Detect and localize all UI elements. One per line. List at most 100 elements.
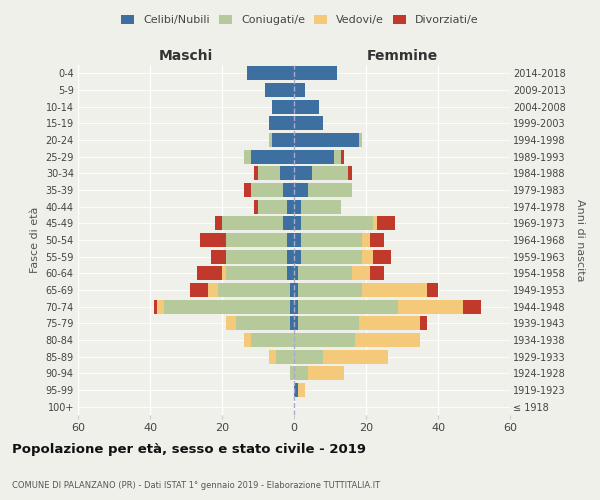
- Bar: [290, 283, 294, 297]
- Bar: [154, 300, 157, 314]
- Bar: [226, 233, 287, 247]
- Bar: [362, 283, 427, 297]
- Bar: [272, 133, 294, 147]
- Bar: [301, 250, 362, 264]
- Bar: [208, 283, 218, 297]
- Bar: [323, 350, 388, 364]
- Bar: [301, 233, 362, 247]
- Bar: [244, 333, 251, 347]
- Bar: [276, 350, 294, 364]
- Bar: [251, 333, 294, 347]
- Legend: Celibi/Nubili, Coniugati/e, Vedovi/e, Divorziati/e: Celibi/Nubili, Coniugati/e, Vedovi/e, Di…: [117, 10, 483, 30]
- Bar: [294, 116, 323, 130]
- Bar: [283, 183, 294, 197]
- Bar: [294, 166, 312, 180]
- Bar: [398, 300, 463, 314]
- Bar: [294, 66, 337, 80]
- Bar: [287, 250, 294, 264]
- Bar: [211, 250, 226, 264]
- Bar: [370, 266, 384, 280]
- Y-axis label: Fasce di età: Fasce di età: [30, 207, 40, 273]
- Bar: [298, 300, 398, 314]
- Bar: [294, 150, 334, 164]
- Bar: [251, 183, 283, 197]
- Bar: [294, 316, 298, 330]
- Bar: [254, 166, 258, 180]
- Bar: [294, 233, 301, 247]
- Bar: [287, 233, 294, 247]
- Bar: [287, 200, 294, 214]
- Bar: [269, 350, 276, 364]
- Bar: [280, 166, 294, 180]
- Bar: [294, 83, 305, 97]
- Bar: [265, 83, 294, 97]
- Bar: [222, 266, 226, 280]
- Bar: [308, 366, 344, 380]
- Text: Femmine: Femmine: [367, 48, 437, 62]
- Bar: [294, 133, 359, 147]
- Bar: [294, 216, 301, 230]
- Bar: [294, 283, 298, 297]
- Text: Popolazione per età, sesso e stato civile - 2019: Popolazione per età, sesso e stato civil…: [12, 442, 366, 456]
- Bar: [215, 216, 222, 230]
- Text: Maschi: Maschi: [159, 48, 213, 62]
- Bar: [244, 183, 251, 197]
- Bar: [308, 183, 352, 197]
- Bar: [359, 133, 362, 147]
- Bar: [283, 216, 294, 230]
- Bar: [269, 116, 294, 130]
- Bar: [463, 300, 481, 314]
- Bar: [352, 266, 370, 280]
- Bar: [298, 383, 305, 397]
- Bar: [334, 150, 341, 164]
- Bar: [226, 250, 287, 264]
- Bar: [226, 316, 236, 330]
- Bar: [294, 350, 323, 364]
- Bar: [294, 333, 355, 347]
- Bar: [290, 316, 294, 330]
- Bar: [301, 200, 341, 214]
- Bar: [290, 366, 294, 380]
- Bar: [254, 200, 258, 214]
- Bar: [251, 150, 294, 164]
- Bar: [362, 233, 370, 247]
- Bar: [157, 300, 164, 314]
- Bar: [377, 216, 395, 230]
- Bar: [226, 266, 287, 280]
- Bar: [247, 66, 294, 80]
- Bar: [190, 283, 208, 297]
- Bar: [298, 283, 362, 297]
- Bar: [298, 266, 352, 280]
- Bar: [294, 383, 298, 397]
- Bar: [373, 216, 377, 230]
- Bar: [420, 316, 427, 330]
- Bar: [373, 250, 391, 264]
- Bar: [294, 200, 301, 214]
- Bar: [294, 100, 319, 114]
- Bar: [294, 183, 308, 197]
- Bar: [222, 216, 283, 230]
- Text: COMUNE DI PALANZANO (PR) - Dati ISTAT 1° gennaio 2019 - Elaborazione TUTTITALIA.: COMUNE DI PALANZANO (PR) - Dati ISTAT 1°…: [12, 480, 380, 490]
- Bar: [272, 100, 294, 114]
- Bar: [301, 216, 373, 230]
- Bar: [348, 166, 352, 180]
- Bar: [362, 250, 373, 264]
- Bar: [290, 300, 294, 314]
- Bar: [258, 200, 287, 214]
- Bar: [298, 316, 359, 330]
- Bar: [294, 250, 301, 264]
- Bar: [218, 283, 290, 297]
- Bar: [258, 166, 280, 180]
- Bar: [164, 300, 290, 314]
- Bar: [269, 133, 272, 147]
- Bar: [341, 150, 344, 164]
- Y-axis label: Anni di nascita: Anni di nascita: [575, 198, 585, 281]
- Bar: [294, 266, 298, 280]
- Bar: [236, 316, 290, 330]
- Bar: [370, 233, 384, 247]
- Bar: [312, 166, 348, 180]
- Bar: [294, 366, 308, 380]
- Bar: [197, 266, 222, 280]
- Bar: [359, 316, 420, 330]
- Bar: [287, 266, 294, 280]
